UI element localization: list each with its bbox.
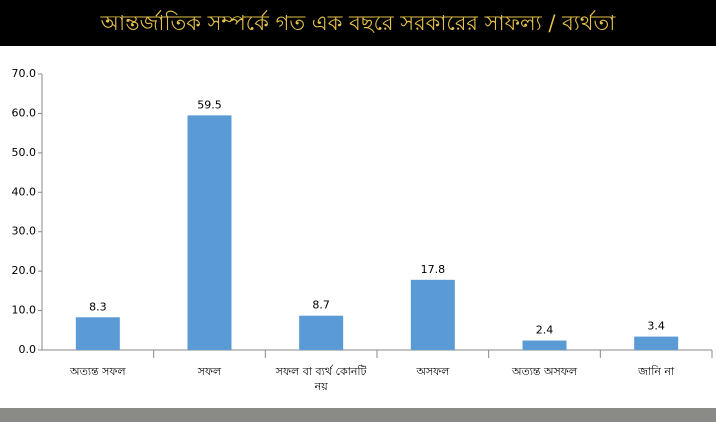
y-tick-label: 30.0	[12, 225, 37, 238]
y-tick-label: 10.0	[12, 304, 37, 317]
bar	[187, 115, 232, 351]
y-tick-label: 50.0	[12, 146, 37, 159]
x-tick-label: অত্যন্ত অসফল	[511, 365, 578, 378]
x-tick-label: সফল বা ব্যর্থ কোনটি নয়	[275, 365, 367, 393]
value-label: 59.5	[197, 98, 222, 111]
chart-title: আন্তর্জাতিক সম্পর্কে গত এক বছরে সরকারের …	[0, 0, 716, 46]
bar	[299, 315, 344, 350]
y-tick-label: 0.0	[19, 343, 37, 356]
y-tick-label: 60.0	[12, 106, 37, 119]
value-label: 8.3	[89, 300, 107, 313]
value-label: 8.7	[312, 299, 330, 312]
value-label: 3.4	[647, 320, 665, 333]
footer-strip	[0, 408, 716, 422]
value-label: 17.8	[421, 263, 446, 276]
y-tick-label: 20.0	[12, 264, 37, 277]
x-tick-label: অত্যন্ত সফল	[70, 365, 126, 378]
bar	[522, 340, 567, 350]
x-tick-label: জানি না	[638, 365, 675, 378]
x-tick-label: অসফল	[416, 365, 450, 378]
value-label: 2.4	[536, 324, 554, 337]
bar	[75, 317, 120, 350]
y-tick-label: 40.0	[12, 185, 37, 198]
bar	[410, 279, 455, 350]
x-tick-label: সফল	[197, 365, 222, 378]
y-tick-label: 70.0	[12, 67, 37, 80]
bar	[634, 336, 679, 350]
